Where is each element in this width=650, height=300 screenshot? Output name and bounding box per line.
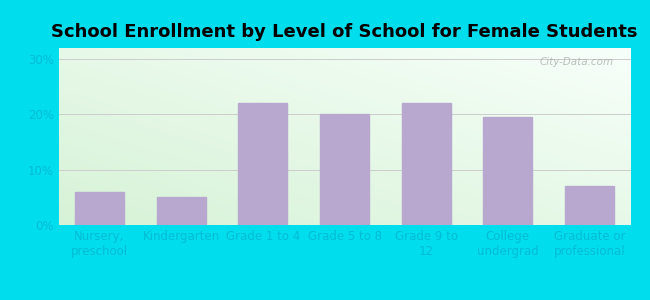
- Bar: [75, 192, 124, 225]
- Bar: [402, 103, 450, 225]
- Bar: [157, 197, 205, 225]
- Bar: [565, 186, 614, 225]
- Bar: [320, 114, 369, 225]
- Bar: [484, 117, 532, 225]
- Title: School Enrollment by Level of School for Female Students: School Enrollment by Level of School for…: [51, 23, 638, 41]
- Bar: [239, 103, 287, 225]
- Text: City-Data.com: City-Data.com: [540, 57, 614, 67]
